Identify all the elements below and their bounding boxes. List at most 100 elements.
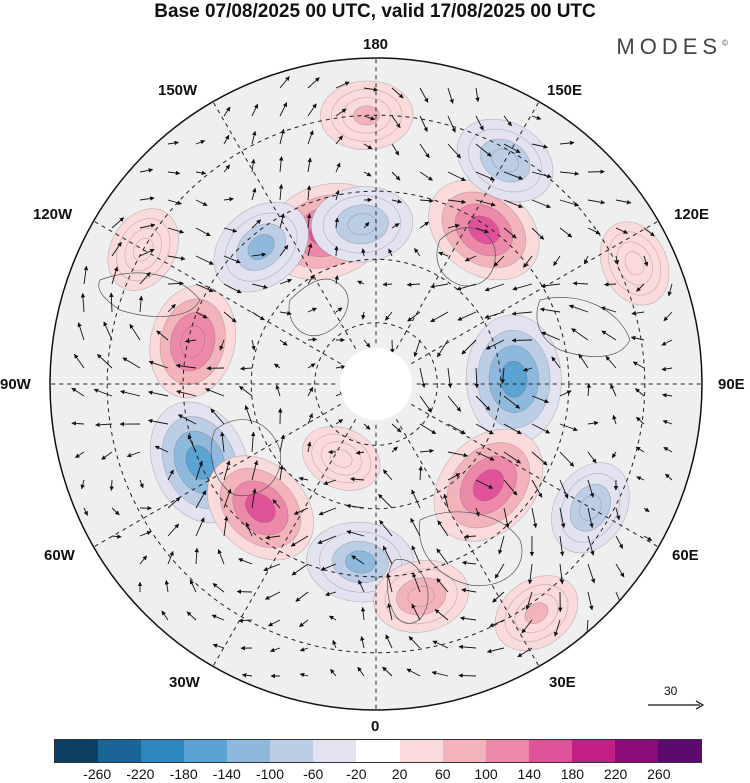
wind-arrow <box>187 434 197 453</box>
wind-arrow <box>379 520 393 537</box>
wind-arrow <box>274 363 281 369</box>
colorbar-tick-label: 180 <box>560 766 585 782</box>
colorbar-swatch <box>356 740 400 762</box>
anomaly-contour <box>247 234 275 260</box>
wind-arrow <box>279 128 285 145</box>
wind-arrow <box>307 274 315 285</box>
colorbar-tick-label: -60 <box>303 766 324 782</box>
wind-arrow <box>335 418 344 425</box>
wind-arrow <box>665 473 673 481</box>
anomaly-contour <box>524 602 549 624</box>
wind-arrow <box>167 303 176 313</box>
wind-arrow <box>419 367 426 388</box>
colorbar-tick-label: 20 <box>391 766 408 782</box>
wind-arrow <box>111 241 122 257</box>
wind-arrow <box>122 357 141 369</box>
wind-arrow <box>464 255 477 262</box>
wind-arrow <box>587 227 601 235</box>
wind-arrow <box>531 143 549 149</box>
wind-arrow <box>531 199 551 209</box>
wind-arrow <box>464 534 477 539</box>
wind-arrow <box>447 171 466 182</box>
wind-arrow <box>615 199 632 205</box>
wind-arrow <box>335 307 343 313</box>
wind-arrow <box>71 421 85 426</box>
lon-label-0: 0 <box>371 718 380 735</box>
wind-arrow <box>385 311 393 321</box>
wind-arrow <box>126 451 141 458</box>
wind-arrow <box>95 422 113 428</box>
wind-arrow <box>667 283 673 297</box>
wind-arrow <box>419 448 434 454</box>
wind-arrow <box>511 311 533 316</box>
wind-arrow <box>323 479 337 486</box>
wind-arrow <box>167 469 174 481</box>
wind-arrow <box>484 283 505 292</box>
wind-arrow <box>307 386 314 397</box>
wind-arrow <box>195 311 208 319</box>
wind-arrow <box>378 493 393 509</box>
wind-arrow <box>531 395 550 404</box>
wind-arrow <box>350 476 365 482</box>
wind-arrow <box>291 563 309 576</box>
colorbar-swatch <box>270 740 314 762</box>
wind-arrow <box>475 87 480 103</box>
wind-arrow <box>523 255 533 268</box>
wind-arrow <box>485 339 505 350</box>
colorbar-tick-label: -260 <box>83 766 112 782</box>
wind-arrow <box>419 115 428 132</box>
wind-arrow <box>299 672 309 678</box>
wind-arrow <box>406 668 421 677</box>
wind-arrow <box>335 189 340 201</box>
wind-arrow <box>195 490 207 509</box>
wind-arrow <box>307 130 314 145</box>
wind-arrow <box>334 275 339 285</box>
wind-arrow <box>572 281 589 286</box>
wind-arrow <box>443 493 449 509</box>
wind-arrow <box>177 414 197 425</box>
colorbar-swatch <box>184 740 228 762</box>
wind-arrow <box>223 197 234 202</box>
wind-arrow <box>643 535 653 541</box>
wind-arrow <box>111 266 119 285</box>
wind-arrow <box>493 255 505 267</box>
wind-arrow <box>414 248 421 257</box>
colorbar-swatch <box>399 740 443 762</box>
wind-arrow <box>382 666 393 677</box>
wind-arrow <box>615 563 625 578</box>
wind-arrow <box>167 199 182 205</box>
wind-arrow <box>559 451 575 467</box>
colorbar-tick-label: -220 <box>126 766 155 782</box>
latitude-circle <box>250 258 502 510</box>
wind-arrow <box>431 670 449 677</box>
wind-arrow <box>74 353 85 369</box>
wind-arrow <box>587 479 595 498</box>
wind-arrow <box>299 619 309 628</box>
wind-arrow <box>475 143 492 157</box>
wind-arrow <box>503 143 521 154</box>
wind-arrow <box>306 213 312 229</box>
wind-arrow <box>458 644 477 650</box>
wind-arrow <box>195 255 214 265</box>
wind-arrow <box>475 395 491 411</box>
wind-arrow <box>175 363 197 369</box>
wind-arrow <box>80 479 85 490</box>
wind-arrow <box>346 530 365 537</box>
arrow-right-icon <box>648 700 705 710</box>
wind-arrow <box>156 330 169 341</box>
wind-arrow <box>360 606 366 621</box>
colorbar-tick-label: 260 <box>647 766 671 782</box>
wind-arrow <box>307 157 312 173</box>
wind-arrow <box>430 311 449 323</box>
wind-arrow <box>531 115 542 120</box>
wind-arrow <box>264 591 281 600</box>
wind-arrow <box>531 227 545 240</box>
wind-arrow <box>494 563 505 579</box>
wind-arrow <box>363 115 376 121</box>
anomaly-contour <box>468 215 500 245</box>
wind-arrow <box>293 507 309 515</box>
wind-arrow <box>600 306 617 313</box>
wind-arrow <box>241 673 253 678</box>
lon-label-90w: 90W <box>0 376 31 393</box>
wind-arrow <box>167 140 179 146</box>
